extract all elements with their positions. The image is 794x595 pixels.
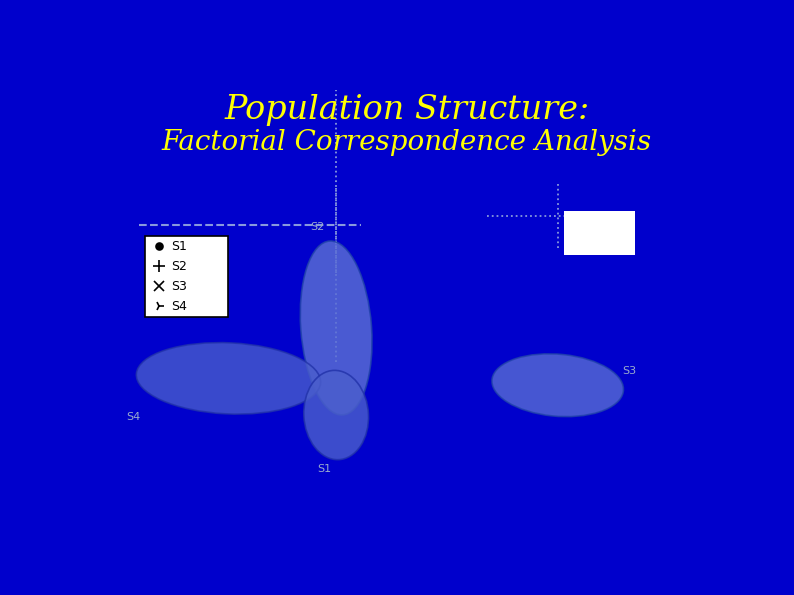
- Bar: [145, 236, 229, 317]
- Bar: [564, 211, 634, 255]
- Text: S3: S3: [622, 367, 637, 377]
- Text: Population Structure:: Population Structure:: [224, 95, 590, 126]
- Text: S2: S2: [310, 222, 325, 232]
- Text: Factorial Correspondence Analysis: Factorial Correspondence Analysis: [162, 129, 652, 156]
- Ellipse shape: [300, 241, 372, 415]
- Text: S1: S1: [317, 464, 331, 474]
- Text: S3: S3: [172, 280, 187, 293]
- Ellipse shape: [137, 343, 321, 414]
- Text: S2: S2: [172, 260, 187, 273]
- Text: S4: S4: [126, 412, 141, 422]
- Ellipse shape: [492, 354, 623, 416]
- Text: S4: S4: [172, 300, 187, 313]
- Text: S1: S1: [172, 240, 187, 253]
- Ellipse shape: [304, 370, 368, 460]
